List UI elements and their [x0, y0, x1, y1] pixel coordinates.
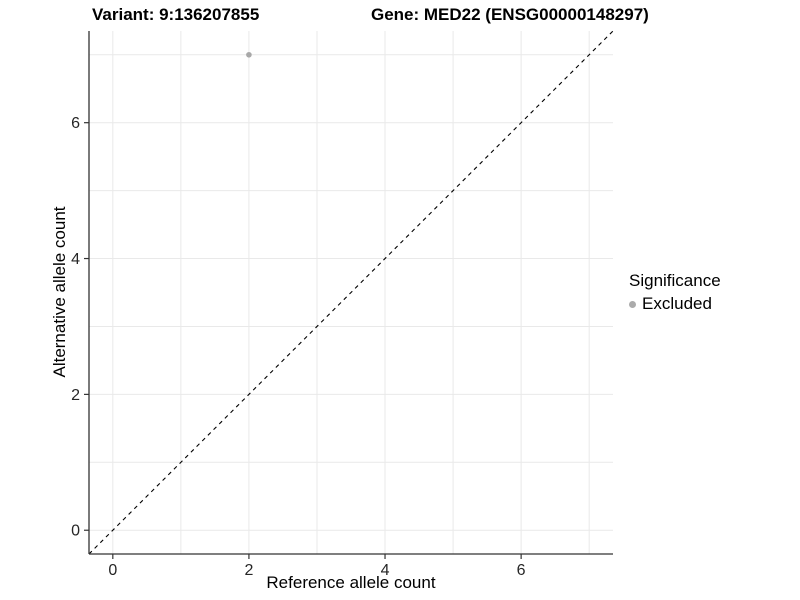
- x-tick-label: 2: [244, 562, 253, 579]
- legend-entry-excluded: Excluded: [629, 294, 721, 314]
- y-tick-label: 6: [71, 115, 80, 132]
- x-axis-title: Reference allele count: [266, 573, 436, 592]
- legend: Significance Excluded: [629, 271, 721, 314]
- x-tick-label: 4: [381, 562, 390, 579]
- y-tick-label: 0: [71, 523, 80, 540]
- y-axis-title: Alternative allele count: [50, 206, 69, 378]
- legend-title: Significance: [629, 271, 721, 290]
- identity-dashed-line: [88, 30, 614, 555]
- data-point: [246, 51, 252, 58]
- y-tick-label: 4: [71, 251, 80, 268]
- plot-title-gene: Gene: MED22 (ENSG00000148297): [371, 5, 649, 24]
- plot-title-variant: Variant: 9:136207855: [92, 5, 260, 24]
- legend-excluded-dot-icon: [629, 300, 636, 308]
- y-tick-label: 2: [71, 387, 80, 404]
- x-tick-label: 0: [108, 562, 117, 579]
- legend-excluded-label: Excluded: [642, 294, 712, 313]
- x-tick-label: 6: [517, 562, 526, 579]
